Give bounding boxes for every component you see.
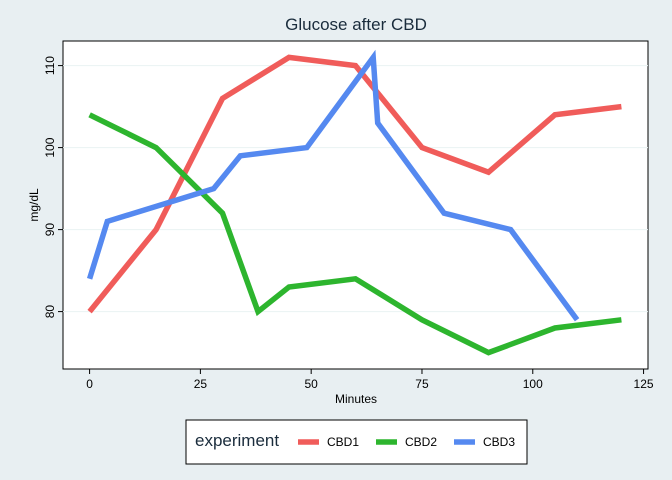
y-tick-label-100: 100 — [43, 137, 57, 157]
series-line-cbd2 — [88, 112, 622, 356]
y-axis: 80 90 100 110 — [43, 56, 63, 319]
x-axis-label: Minutes — [335, 392, 377, 406]
legend-label-cbd2: CBD2 — [405, 435, 437, 449]
series-line-cbd1 — [87, 54, 622, 314]
legend-items: CBD1 CBD2 CBD3 — [298, 435, 515, 449]
legend-label-cbd1: CBD1 — [327, 435, 359, 449]
y-tick-label-80: 80 — [43, 305, 57, 319]
series-lines — [86, 49, 622, 356]
x-tick-label-100: 100 — [523, 377, 543, 391]
legend-label-cbd3: CBD3 — [483, 435, 515, 449]
legend: experiment CBD1 CBD2 CBD3 — [185, 419, 528, 465]
y-tick-label-110: 110 — [43, 56, 57, 75]
x-tick-label-75: 75 — [415, 377, 429, 391]
legend-title: experiment — [195, 431, 279, 450]
x-tick-label-0: 0 — [86, 377, 93, 391]
y-tick-label-90: 90 — [43, 223, 57, 237]
x-tick-label-125: 125 — [634, 377, 654, 391]
x-tick-label-50: 50 — [305, 377, 319, 391]
plot-area — [62, 40, 649, 370]
y-axis-label: mg/dL — [27, 188, 41, 222]
x-axis: 0 25 50 75 100 125 — [86, 369, 654, 391]
x-tick-label-25: 25 — [194, 377, 208, 391]
chart-title: Glucose after CBD — [285, 15, 427, 34]
series-line-cbd3 — [86, 49, 580, 322]
